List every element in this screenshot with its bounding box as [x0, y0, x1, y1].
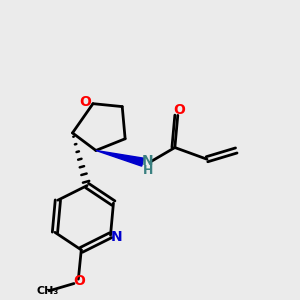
Text: O: O: [73, 274, 85, 288]
Text: N: N: [111, 230, 122, 244]
Text: N: N: [142, 154, 154, 168]
Text: O: O: [173, 103, 185, 117]
Text: CH₃: CH₃: [37, 286, 59, 296]
Text: O: O: [80, 95, 92, 109]
Polygon shape: [96, 151, 144, 166]
Text: H: H: [143, 164, 153, 177]
